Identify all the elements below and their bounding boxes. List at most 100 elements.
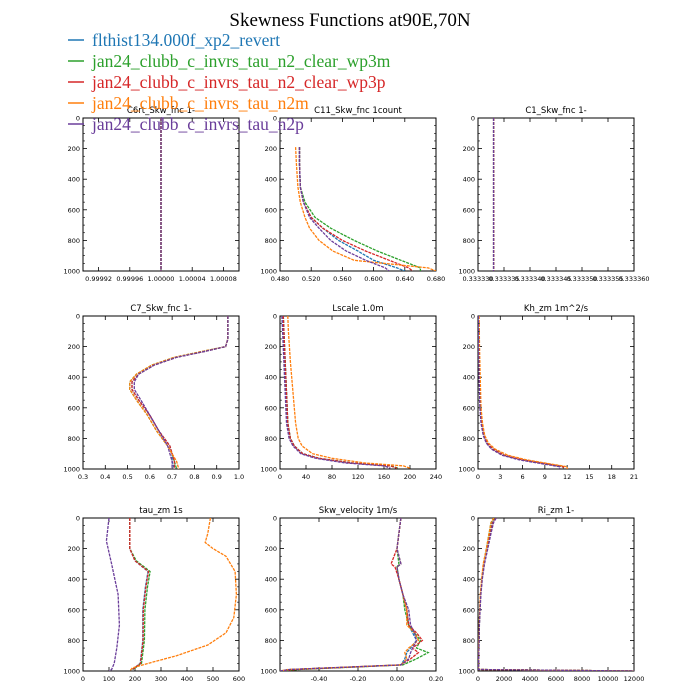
series-line — [129, 518, 238, 671]
x-tick-label: 3 — [498, 473, 502, 481]
y-tick-label: 600 — [68, 606, 80, 614]
y-tick-label: 1000 — [63, 466, 80, 474]
series-group — [294, 147, 436, 271]
panel-title: C1_Skw_fnc 1- — [525, 106, 586, 116]
y-tick-label: 0 — [76, 515, 80, 523]
y-tick-label: 400 — [463, 176, 475, 184]
x-tick-label: 0.8 — [189, 473, 199, 481]
x-tick-label: 0.333355 — [592, 275, 623, 283]
y-tick-label: 1000 — [458, 668, 475, 676]
series-group — [105, 518, 238, 671]
y-tick-label: 800 — [265, 637, 277, 645]
y-tick-label: 200 — [265, 343, 277, 351]
series-group — [280, 518, 430, 671]
y-tick-label: 600 — [265, 206, 277, 214]
x-tick-label: 0.600 — [364, 275, 383, 283]
x-tick-label: 4000 — [522, 675, 539, 683]
x-tick-label: -0.20 — [350, 675, 367, 683]
y-tick-label: 1000 — [260, 268, 277, 276]
y-tick-label: 0 — [471, 313, 475, 321]
x-tick-label: 200 — [129, 675, 141, 683]
x-tick-label: 1.0 — [234, 473, 244, 481]
y-tick-label: 400 — [463, 374, 475, 382]
x-tick-label: 0.20 — [429, 675, 443, 683]
series-line — [129, 518, 150, 671]
y-tick-label: 200 — [463, 545, 475, 553]
x-tick-label: 400 — [181, 675, 193, 683]
legend-label: jan24_clubb_c_invrs_tau_n2m — [91, 93, 309, 113]
panel-3: C1_Skw_fnc 1-020040060080010000.3333300.… — [458, 106, 649, 283]
y-tick-label: 200 — [68, 545, 80, 553]
y-tick-label: 800 — [68, 435, 80, 443]
y-tick-label: 0 — [273, 515, 277, 523]
x-tick-label: 0.480 — [271, 275, 290, 283]
series-line — [478, 518, 634, 671]
series-line — [281, 316, 391, 469]
panel-title: C11_Skw_fnc 1count — [314, 106, 402, 116]
y-tick-label: 600 — [463, 206, 475, 214]
panel-title: Ri_zm 1- — [538, 506, 574, 516]
y-tick-label: 400 — [68, 374, 80, 382]
panel-title: tau_zm 1s — [139, 506, 183, 516]
y-tick-label: 600 — [68, 404, 80, 412]
y-tick-label: 400 — [463, 576, 475, 584]
y-tick-label: 200 — [463, 343, 475, 351]
panel-title: C7_Skw_fnc 1- — [130, 304, 191, 314]
x-tick-label: 0.680 — [427, 275, 446, 283]
y-tick-label: 600 — [265, 606, 277, 614]
figure-title: Skewness Functions at90E,70N — [229, 10, 470, 31]
x-tick-label: 12 — [563, 473, 571, 481]
series-line — [280, 518, 424, 671]
x-tick-label: 0.4 — [100, 473, 110, 481]
panel-1: C6rt_Skw_fnc 1- 0 200 400 600 800 1000 0.99992 0… — [63, 106, 240, 283]
y-tick-label: 600 — [265, 404, 277, 412]
y-tick-label: 600 — [68, 206, 80, 214]
y-tick-label: 800 — [265, 237, 277, 245]
x-tick-label: 300 — [155, 675, 167, 683]
y-tick-label: 400 — [68, 176, 80, 184]
x-tick-label: 0 — [476, 675, 480, 683]
series-line — [280, 518, 418, 671]
x-tick-label: 40 — [302, 473, 310, 481]
y-tick-label: 400 — [265, 576, 277, 584]
x-tick-label: 21 — [630, 473, 638, 481]
y-tick-label: 200 — [265, 145, 277, 153]
y-tick-label: 800 — [68, 237, 80, 245]
y-tick-label: 800 — [463, 637, 475, 645]
x-tick-label: 18 — [608, 473, 616, 481]
y-tick-label: 800 — [68, 637, 80, 645]
x-tick-label: 1.00000 — [148, 275, 175, 283]
y-tick-label: 600 — [463, 606, 475, 614]
x-tick-label: 160 — [378, 473, 390, 481]
x-tick-label: 0.00 — [390, 675, 404, 683]
x-tick-label: 1.00008 — [210, 275, 237, 283]
y-tick-label: 0 — [471, 115, 475, 123]
x-tick-label: 0.333330 — [462, 275, 493, 283]
series-group — [129, 316, 229, 469]
x-tick-label: 500 — [207, 675, 219, 683]
y-tick-label: 1000 — [458, 268, 475, 276]
x-tick-label: 0.560 — [333, 275, 352, 283]
panel-title: C6rt_Skw_fnc 1- — [127, 106, 195, 116]
x-tick-label: 8000 — [574, 675, 591, 683]
series-group — [478, 518, 634, 671]
panel-title: Kh_zm 1m^2/s — [524, 304, 589, 314]
y-tick-label: 200 — [68, 343, 80, 351]
x-tick-label: 0 — [278, 473, 282, 481]
x-tick-label: 120 — [352, 473, 364, 481]
y-tick-label: 800 — [463, 237, 475, 245]
y-tick-label: 0 — [273, 115, 277, 123]
panel-4: C7_Skw_fnc 1- 0 200 400 600 800 10000.3 0.4 0.5 0… — [63, 304, 244, 481]
panel-title: Skw_velocity 1m/s — [319, 506, 398, 516]
series-line — [478, 316, 561, 469]
y-tick-label: 200 — [265, 545, 277, 553]
x-tick-label: 240 — [430, 473, 442, 481]
y-tick-label: 0 — [76, 313, 80, 321]
y-tick-label: 0 — [273, 313, 277, 321]
panel-2: C11_Skw_fnc 1count 0 200 400 600 800 10000.480… — [260, 106, 445, 283]
